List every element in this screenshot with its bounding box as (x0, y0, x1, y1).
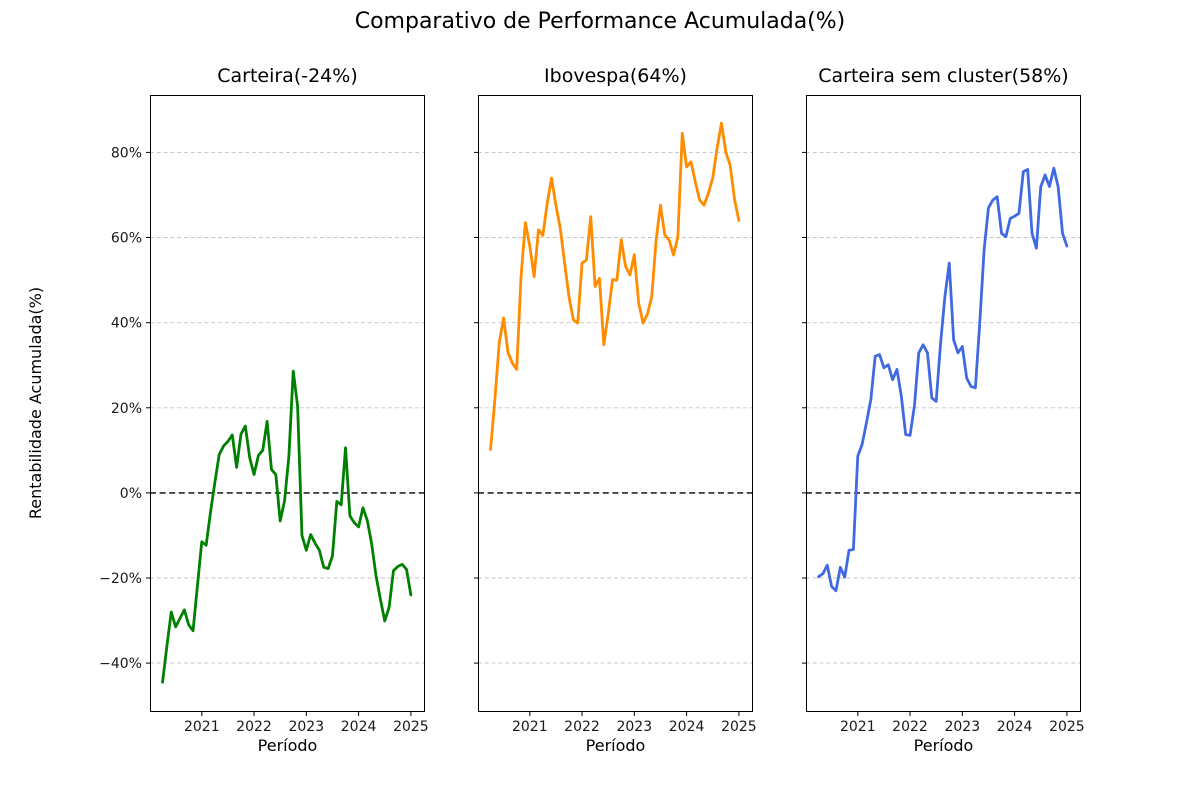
subplot-ibovespa: Ibovespa(64%) 2021 2022 2023 2024 2025 Perío… (474, 65, 757, 755)
subplot-carteira-title: Carteira(-24%) (217, 65, 358, 87)
series-line (817, 166, 1069, 593)
x-tick-label: 2025 (721, 719, 757, 735)
x-tick-label: 2023 (288, 719, 324, 735)
y-tick-label: 40% (111, 316, 142, 332)
x-tick-label: 2025 (393, 719, 429, 735)
x-axis-label-1: Período (257, 736, 318, 755)
x-tick-label: 2023 (944, 719, 980, 735)
x-tick-label: 2022 (236, 719, 272, 735)
x-tick-label: 2021 (184, 719, 220, 735)
x-tick-label: 2021 (512, 719, 548, 735)
y-tick-label: −20% (99, 571, 142, 587)
series-line (161, 369, 413, 684)
subplot-carteira-sem-cluster: Carteira sem cluster(58%) 2021 2022 2023 20… (802, 65, 1085, 755)
y-axis-label: Rentabilidade Acumulada(%) (26, 286, 45, 520)
y-tick-label: 60% (111, 231, 142, 247)
y-tick-label: −40% (99, 656, 142, 672)
x-tick-label: 2023 (616, 719, 652, 735)
axes-frame (478, 95, 753, 712)
y-tick-label: 0% (120, 486, 142, 502)
x-axis-label-2: Período (585, 736, 646, 755)
x-axis-label-3: Período (913, 736, 974, 755)
plot-area-carteira: 2021 2022 2023 2024 2025 80% 60% 40% 20% 0% −20% −4… (99, 95, 429, 735)
plot-area-carteira-sem-cluster: 2021 2022 2023 2024 2025 (802, 95, 1085, 735)
x-tick-label: 2022 (892, 719, 928, 735)
subplot-ibovespa-title: Ibovespa(64%) (544, 65, 687, 87)
x-tick-label: 2022 (564, 719, 600, 735)
figure-title: Comparativo de Performance Acumulada(%) (354, 9, 846, 34)
plot-area-ibovespa: 2021 2022 2023 2024 2025 (474, 95, 757, 735)
axes-frame (806, 95, 1081, 712)
series-line (489, 121, 741, 451)
subplot-carteira: Carteira(-24%) 2021 2022 2023 2024 2025 80% 60… (99, 65, 429, 755)
subplot-carteira-sem-cluster-title: Carteira sem cluster(58%) (818, 65, 1069, 87)
x-tick-label: 2025 (1049, 719, 1085, 735)
x-tick-label: 2024 (669, 719, 705, 735)
x-tick-label: 2021 (840, 719, 876, 735)
x-tick-label: 2024 (997, 719, 1033, 735)
x-tick-label: 2024 (341, 719, 377, 735)
y-tick-label: 80% (111, 145, 142, 161)
y-tick-label: 20% (111, 401, 142, 417)
axes-frame (150, 95, 425, 712)
